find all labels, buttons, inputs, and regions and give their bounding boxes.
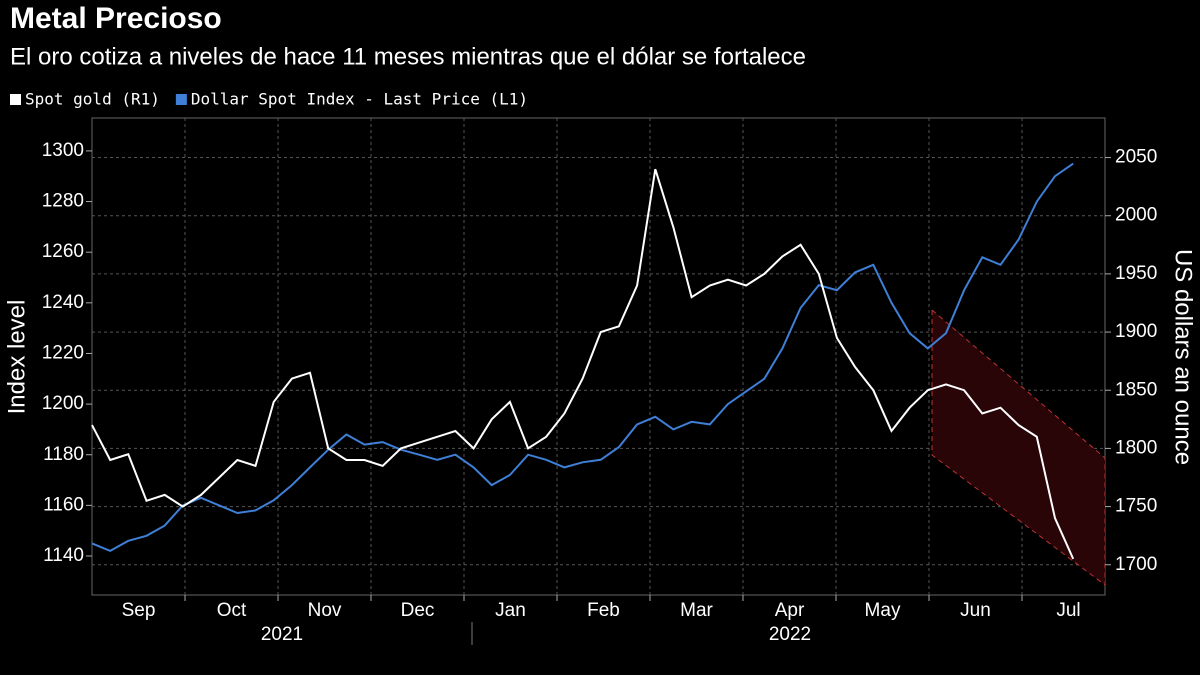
y2-tick-label: 1700 xyxy=(1115,554,1157,575)
x-tick-label: Jan xyxy=(495,600,526,621)
legend-label: Dollar Spot Index - Last Price (L1) xyxy=(191,90,528,109)
legend-swatch xyxy=(175,94,187,105)
y-axis-label: Index level xyxy=(3,300,30,415)
x-tick-label: Dec xyxy=(401,600,435,621)
y-tick-label: 1200 xyxy=(42,393,84,414)
x-tick-label: Feb xyxy=(587,600,620,621)
y-tick-label: 1300 xyxy=(42,140,84,161)
year-label: 2021 xyxy=(261,624,303,645)
y2-tick-label: 1950 xyxy=(1115,263,1157,284)
y2-tick-label: 2000 xyxy=(1115,205,1157,226)
x-tick-label: Jun xyxy=(960,600,991,621)
chart-subtitle: El oro cotiza a niveles de hace 11 meses… xyxy=(10,43,806,70)
y-tick-label: 1220 xyxy=(42,342,84,363)
x-tick-label: Apr xyxy=(775,600,805,621)
y2-tick-label: 1800 xyxy=(1115,437,1157,458)
series-line xyxy=(91,162,1074,553)
year-label: 2022 xyxy=(769,624,811,645)
chart-title: Metal Precioso xyxy=(10,2,222,35)
series-line xyxy=(91,168,1075,560)
x-tick-label: Sep xyxy=(122,600,156,621)
y-tick-label: 1140 xyxy=(43,545,84,566)
y2-axis-label: US dollars an ounce xyxy=(1170,249,1197,465)
legend-label: Spot gold (R1) xyxy=(25,90,160,109)
y2-tick-label: 2050 xyxy=(1115,147,1157,168)
x-tick-label: May xyxy=(865,600,901,621)
y-tick-label: 1280 xyxy=(42,191,84,212)
y-tick-label: 1180 xyxy=(43,444,84,465)
plot-frame xyxy=(91,117,1106,596)
x-tick-label: Nov xyxy=(308,600,342,621)
y-tick-label: 1160 xyxy=(43,494,84,515)
x-tick-label: Mar xyxy=(680,600,713,621)
y-tick-label: 1240 xyxy=(42,292,84,313)
legend-swatch xyxy=(10,94,21,105)
x-tick-label: Jul xyxy=(1056,600,1080,621)
y2-tick-label: 1900 xyxy=(1115,321,1157,342)
x-tick-label: Oct xyxy=(217,600,247,621)
y2-tick-label: 1850 xyxy=(1115,379,1157,400)
y-tick-label: 1260 xyxy=(42,241,84,262)
y2-tick-label: 1750 xyxy=(1115,496,1157,517)
channel-shading xyxy=(931,308,1106,587)
